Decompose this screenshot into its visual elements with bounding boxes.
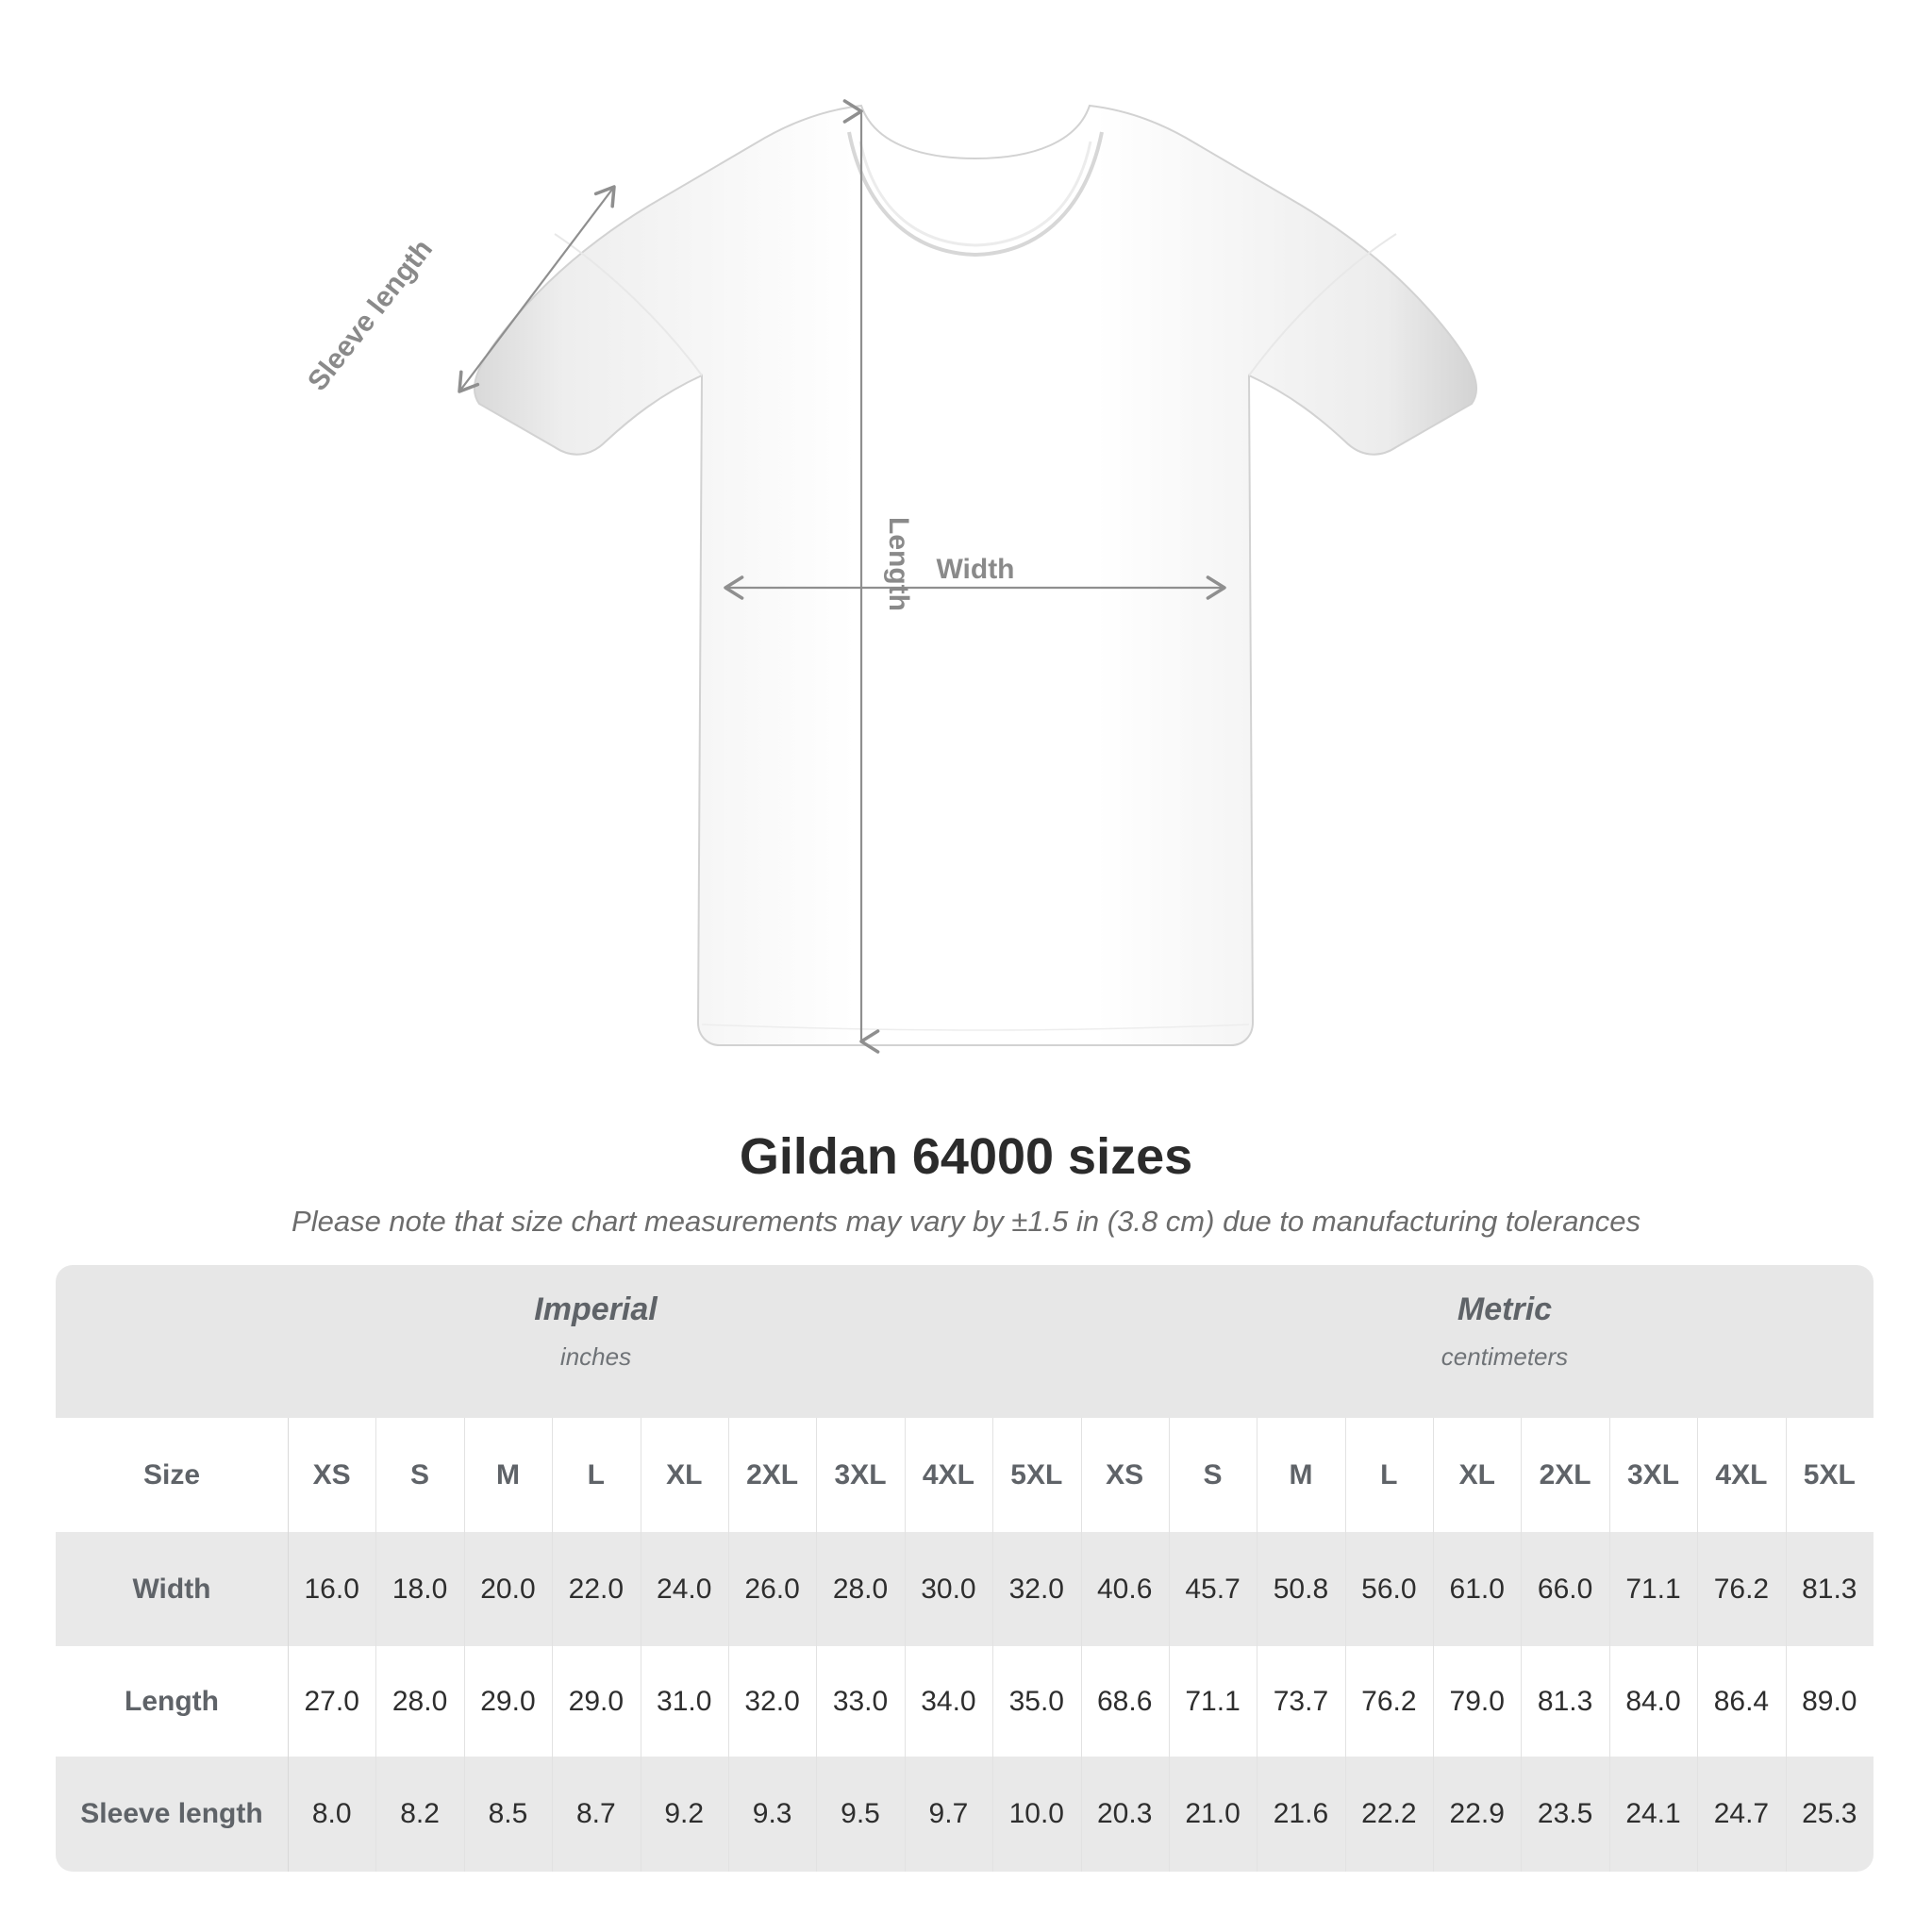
svg-text:Length: Length bbox=[883, 517, 914, 611]
svg-text:Sleeve length: Sleeve length bbox=[302, 234, 439, 397]
svg-text:Width: Width bbox=[936, 554, 1014, 585]
